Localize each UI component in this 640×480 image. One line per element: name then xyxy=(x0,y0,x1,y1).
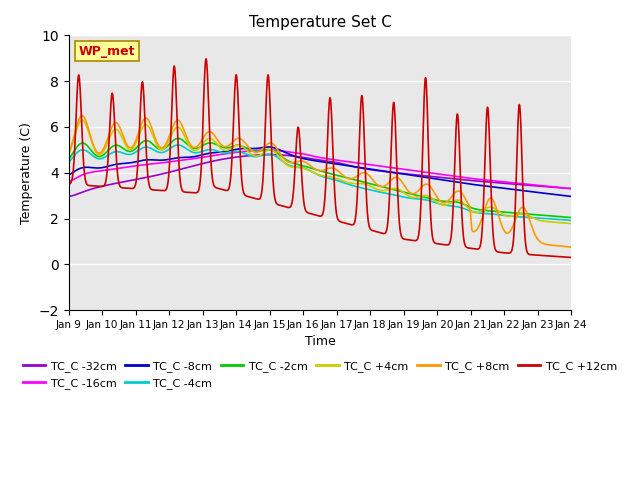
Legend: TC_C -32cm, TC_C -16cm, TC_C -8cm, TC_C -4cm, TC_C -2cm, TC_C +4cm, TC_C +8cm, T: TC_C -32cm, TC_C -16cm, TC_C -8cm, TC_C … xyxy=(19,357,621,393)
Title: Temperature Set C: Temperature Set C xyxy=(248,15,392,30)
Y-axis label: Temperature (C): Temperature (C) xyxy=(20,122,33,224)
X-axis label: Time: Time xyxy=(305,336,335,348)
Text: WP_met: WP_met xyxy=(79,45,135,58)
